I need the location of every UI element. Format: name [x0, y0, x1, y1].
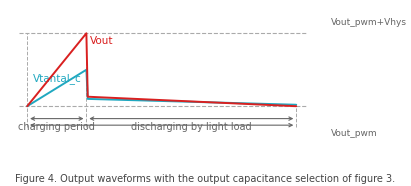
- Text: Vout_pwm: Vout_pwm: [331, 129, 378, 138]
- Text: Figure 4. Output waveforms with the output capacitance selection of figure 3.: Figure 4. Output waveforms with the outp…: [16, 174, 395, 184]
- Text: charging period: charging period: [18, 121, 95, 132]
- Text: discharging by light load: discharging by light load: [131, 121, 252, 132]
- Text: Vout: Vout: [90, 36, 114, 46]
- Text: Vtantal_c: Vtantal_c: [32, 73, 81, 84]
- Text: Vout_pwm+Vhys: Vout_pwm+Vhys: [331, 18, 407, 27]
